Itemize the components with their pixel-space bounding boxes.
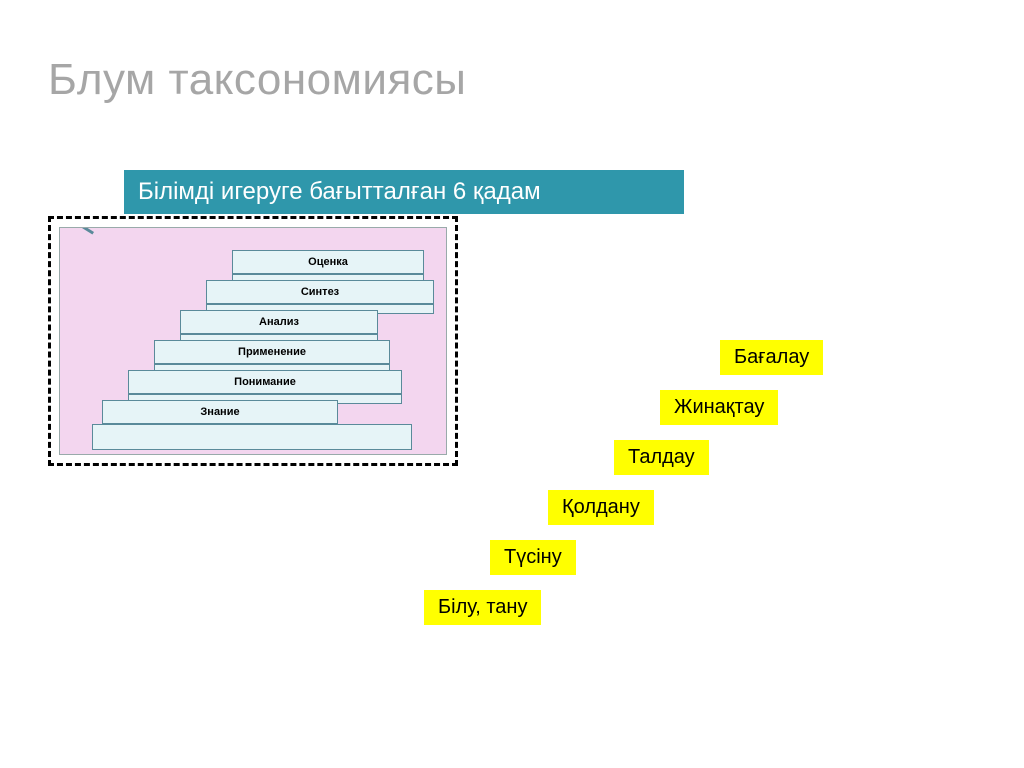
stair-step-label: Синтез	[301, 286, 339, 298]
yellow-step-label: Бағалау	[734, 346, 809, 368]
stair-base	[92, 424, 412, 450]
stair-step: Анализ	[180, 310, 378, 334]
subtitle-text: Білімді игеруге бағытталған 6 қадам	[138, 178, 541, 206]
stair-step: Применение	[154, 340, 390, 364]
stair-step-label: Применение	[238, 346, 306, 358]
staircase-panel: Оценка Синтез Анализ Применение Понимание Зна…	[59, 227, 447, 455]
yellow-step: Бағалау	[720, 340, 823, 375]
yellow-step: Қолдану	[548, 490, 654, 525]
stair-step-label: Оценка	[308, 256, 348, 268]
yellow-step: Білу, тану	[424, 590, 541, 625]
stair-railing	[59, 227, 94, 235]
staircase-frame: Оценка Синтез Анализ Применение Понимание Зна…	[48, 216, 458, 466]
yellow-step: Талдау	[614, 440, 709, 475]
yellow-step: Жинақтау	[660, 390, 778, 425]
yellow-step-label: Білу, тану	[438, 596, 527, 618]
yellow-step: Түсіну	[490, 540, 576, 575]
stair-step: Понимание	[128, 370, 402, 394]
stair-step: Оценка	[232, 250, 424, 274]
stair-step-label: Знание	[200, 406, 239, 418]
stair-step-label: Понимание	[234, 376, 296, 388]
yellow-step-label: Түсіну	[504, 546, 562, 568]
stair-step: Знание	[102, 400, 338, 424]
yellow-step-label: Жинақтау	[674, 396, 764, 418]
stair-step: Синтез	[206, 280, 434, 304]
subtitle-bar: Білімді игеруге бағытталған 6 қадам	[124, 170, 684, 214]
yellow-step-label: Қолдану	[562, 496, 640, 518]
page-title: Блум таксономиясы	[48, 55, 466, 105]
yellow-step-label: Талдау	[628, 446, 695, 468]
stair-step-label: Анализ	[259, 316, 299, 328]
